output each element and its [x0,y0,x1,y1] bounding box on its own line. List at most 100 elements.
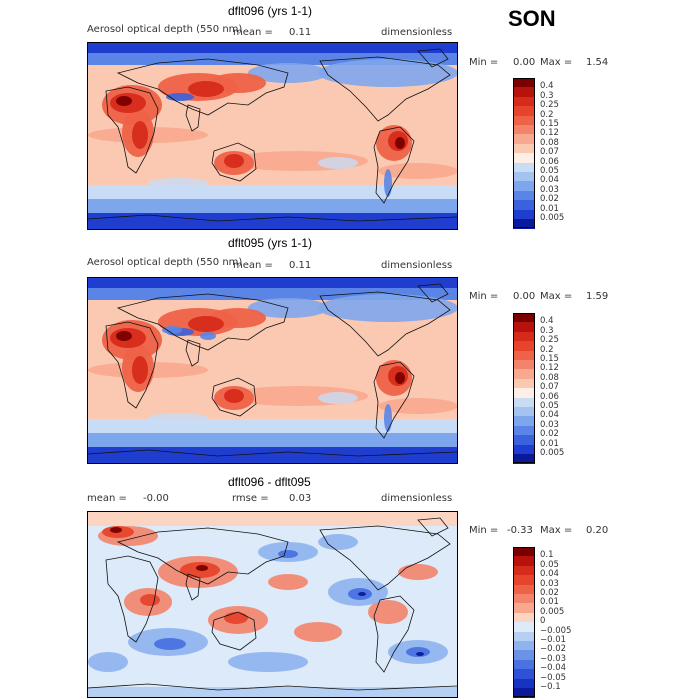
panel-3-colorbar-tick-label: −0.1 [540,682,561,692]
panel-1-min-value: 0.00 [513,57,536,68]
panel-1-min-label: Min = [469,57,499,68]
panel-3-colorbar-tick-label: 0.1 [540,550,554,561]
panel-1-mean-label: mean = [233,27,273,38]
panel-1-colorbar-tick-label: 0.03 [540,184,559,195]
panel-2-colorbar: 0.4 0.3 0.25 0.2 0.15 0.12 0.08 0.07 0.06 0.05 0.0… [513,313,573,464]
panel-2-colorbar-tick-label: 0.04 [540,410,559,421]
panel-1-variable: Aerosol optical depth (550 nm) [87,24,243,35]
panel-2-mean-label: mean = [233,260,273,271]
panel-2-colorbar-swatch [513,397,535,408]
panel-1-colorbar-swatch [513,209,535,220]
panel-1-max-value: 1.54 [586,57,609,68]
panel-2-colorbar-swatch [513,435,535,446]
panel-3-colorbar-swatch [513,612,535,623]
panel-2-mean-value: 0.11 [289,260,312,271]
panel-2-colorbar-swatch [513,341,535,352]
panel-2-colorbar-swatch [513,360,535,370]
panel-1-colorbar-tick-label: 0.06 [540,156,559,167]
panel-2-title: dflt095 (yrs 1-1) [228,236,313,250]
panel-1-colorbar-swatch [513,125,535,135]
panel-3-colorbar-tick-label: 0.02 [540,588,559,598]
panel-1-colorbar-tick-label: 0.12 [540,128,559,139]
panel-1-colorbar-swatch [513,153,535,164]
panel-3-colorbar-swatch [513,669,535,680]
panel-2-colorbar-tick-label: 0.08 [540,372,559,383]
panel-3-colorbar-swatch [513,622,535,633]
panel-1-title: dflt096 (yrs 1-1) [228,4,313,18]
panel-3-colorbar-tick-label: 0.005 [540,606,565,617]
panel-3-colorbar-swatch [513,565,535,576]
panel-1-colorbar-tick-label: 0.04 [540,175,559,186]
panel-1-colorbar: 0.4 0.3 0.25 0.2 0.15 0.12 0.08 0.07 0.06 0.05 0.0… [513,78,573,229]
panel-2-colorbar-swatch [513,416,535,427]
panel-1-mean-value: 0.11 [289,27,312,38]
panel-1-colorbar-tick-label: 0.05 [540,166,559,176]
panel-3-colorbar-tick-label: 0.03 [540,578,559,589]
panel-1-colorbar-swatch [513,162,535,173]
panel-3-colorbar-swatch [513,641,535,651]
panel-2-colorbar-swatch [513,322,535,333]
panel-3-colorbar-tick-label: −0.01 [540,635,567,645]
panel-1-colorbar-swatch [513,78,535,88]
panel-2-colorbar-swatch [513,350,535,361]
panel-1-colorbar-swatch [513,219,535,229]
panel-2-colorbar-tick-label: 0.12 [540,363,559,374]
panel-1-colorbar-swatch [513,143,535,154]
panel-1-colorbar-tick-label: 0.15 [540,119,559,129]
panel-1-colorbar-tick-label: 0.005 [540,213,565,223]
panel-2-colorbar-tick-label: 0.25 [540,335,559,346]
panel-2-colorbar-swatch [513,454,535,464]
season-label: SON [508,6,556,31]
panel-3-min-value: -0.33 [507,525,533,536]
panel-2-colorbar-tick-label: 0.005 [540,448,565,458]
panel-2-colorbar-swatch [513,331,535,342]
panel-2-colorbar-tick-label: 0.4 [540,316,554,327]
panel-2-variable: Aerosol optical depth (550 nm) [87,257,243,268]
panel-2-colorbar-tick-label: 0.3 [540,325,554,336]
panel-2-colorbar-swatch [513,378,535,389]
panel-3-mean-label: mean = [87,493,127,504]
panel-1-units: dimensionless [381,27,453,38]
panel-1-colorbar-tick-label: 0.01 [540,203,559,214]
panel-2-colorbar-swatch [513,388,535,399]
panel-2-colorbar-swatch [513,407,535,417]
panel-3-colorbar-swatch [513,584,535,595]
panel-3-colorbar-tick-label: 0.05 [540,559,559,570]
panel-1-map [87,42,458,230]
panel-3-colorbar-tick-label: 0.04 [540,569,559,580]
panel-3-colorbar-swatch [513,603,535,614]
panel-3-colorbar-swatch [513,575,535,586]
panel-3-colorbar-tick-label: 0.01 [540,597,559,608]
panel-2-min-label: Min = [469,291,499,302]
panel-2-max-label: Max = [540,291,573,302]
panel-2-colorbar-tick-label: 0.03 [540,419,559,430]
panel-2-colorbar-swatch [513,369,535,380]
panel-1-colorbar-swatch [513,115,535,126]
panel-3-max-value: 0.20 [586,525,609,536]
panel-2-min-value: 0.00 [513,291,536,302]
panel-3-units: dimensionless [381,493,453,504]
panel-1-colorbar-tick-label: 0.02 [540,194,559,205]
panel-2-map [87,277,458,464]
panel-2-colorbar-tick-label: 0.15 [540,354,559,364]
panel-1-colorbar-swatch [513,181,535,192]
panel-3-rmse-value: 0.03 [289,493,312,504]
panel-3-min-label: Min = [469,525,499,536]
panel-2-colorbar-swatch [513,425,535,436]
panel-3-colorbar-swatch [513,659,535,670]
panel-1-colorbar-tick-label: 0.25 [540,100,559,111]
panel-1-colorbar-tick-label: 0.4 [540,81,554,92]
panel-2-colorbar-tick-label: 0.05 [540,401,559,411]
panel-1-colorbar-swatch [513,134,535,145]
panel-3-title: dflt096 - dflt095 [228,475,311,489]
panel-3-colorbar: 0.1 0.05 0.04 0.03 0.02 0.01 0.005 0 −0.005 −0.01… [513,547,573,698]
panel-3-colorbar-swatch [513,688,535,698]
panel-3-colorbar-swatch [513,594,535,604]
panel-1-colorbar-tick-label: 0.3 [540,90,554,101]
panel-1-colorbar-swatch [513,96,535,107]
panel-3-colorbar-tick-label: −0.03 [540,653,567,664]
panel-3-colorbar-tick-label: 0 [540,616,546,627]
panel-3-colorbar-swatch [513,547,535,557]
panel-2-colorbar-tick-label: 0.06 [540,391,559,402]
panel-1-colorbar-swatch [513,172,535,182]
